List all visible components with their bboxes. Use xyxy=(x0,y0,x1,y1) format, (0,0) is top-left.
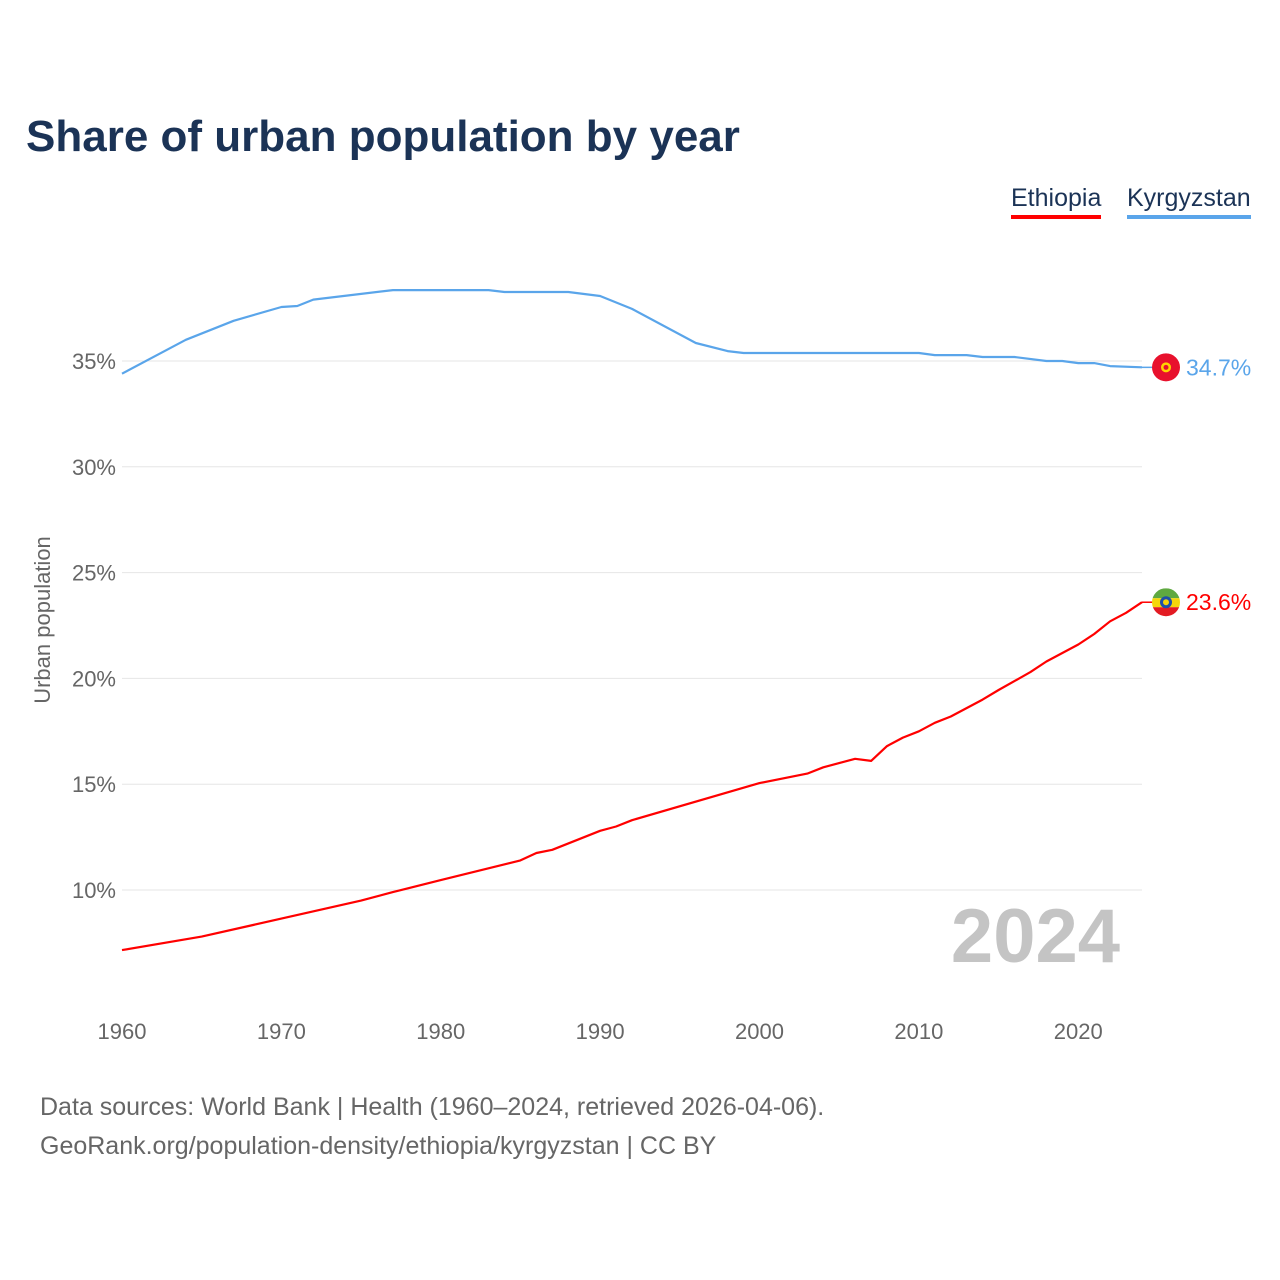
end-value-label: 34.7% xyxy=(1186,354,1251,380)
source-line-2[interactable]: GeoRank.org/population-density/ethiopia/… xyxy=(40,1132,717,1160)
x-tick-label: 2020 xyxy=(1054,1019,1103,1044)
y-tick-label: 25% xyxy=(72,561,116,586)
x-tick-label: 2010 xyxy=(894,1019,943,1044)
x-tick-label: 2000 xyxy=(735,1019,784,1044)
x-tick-label: 1960 xyxy=(98,1019,147,1044)
x-tick-label: 1970 xyxy=(257,1019,306,1044)
series-line-ethiopia xyxy=(121,601,1143,952)
x-tick-label: 1990 xyxy=(576,1019,625,1044)
source-note: Data sources: World Bank | Health (1960–… xyxy=(40,1088,824,1166)
ethiopia-flag-icon xyxy=(1163,599,1169,606)
ethiopia-flag-icon xyxy=(1152,607,1180,617)
ethiopia-flag-icon xyxy=(1152,588,1180,599)
y-tick-label: 20% xyxy=(72,666,116,691)
y-axis-label: Urban population xyxy=(30,536,55,704)
source-line-1: Data sources: World Bank | Health (1960–… xyxy=(40,1093,825,1121)
y-tick-label: 35% xyxy=(72,349,116,374)
year-label: 2024 xyxy=(951,894,1120,979)
chart-title: Share of urban population by year xyxy=(26,112,740,161)
y-tick-label: 10% xyxy=(72,878,116,903)
y-tick-label: 30% xyxy=(72,455,116,480)
end-value-label: 23.6% xyxy=(1186,589,1251,615)
x-tick-label: 1980 xyxy=(416,1019,465,1044)
legend-kyrgyzstan[interactable]: Kyrgyzstan xyxy=(1127,184,1251,219)
y-tick-label: 15% xyxy=(72,772,116,797)
kyrgyzstan-flag-icon xyxy=(1163,364,1169,370)
series-line-kyrgyzstan xyxy=(121,289,1143,375)
legend-ethiopia[interactable]: Ethiopia xyxy=(1011,184,1102,219)
